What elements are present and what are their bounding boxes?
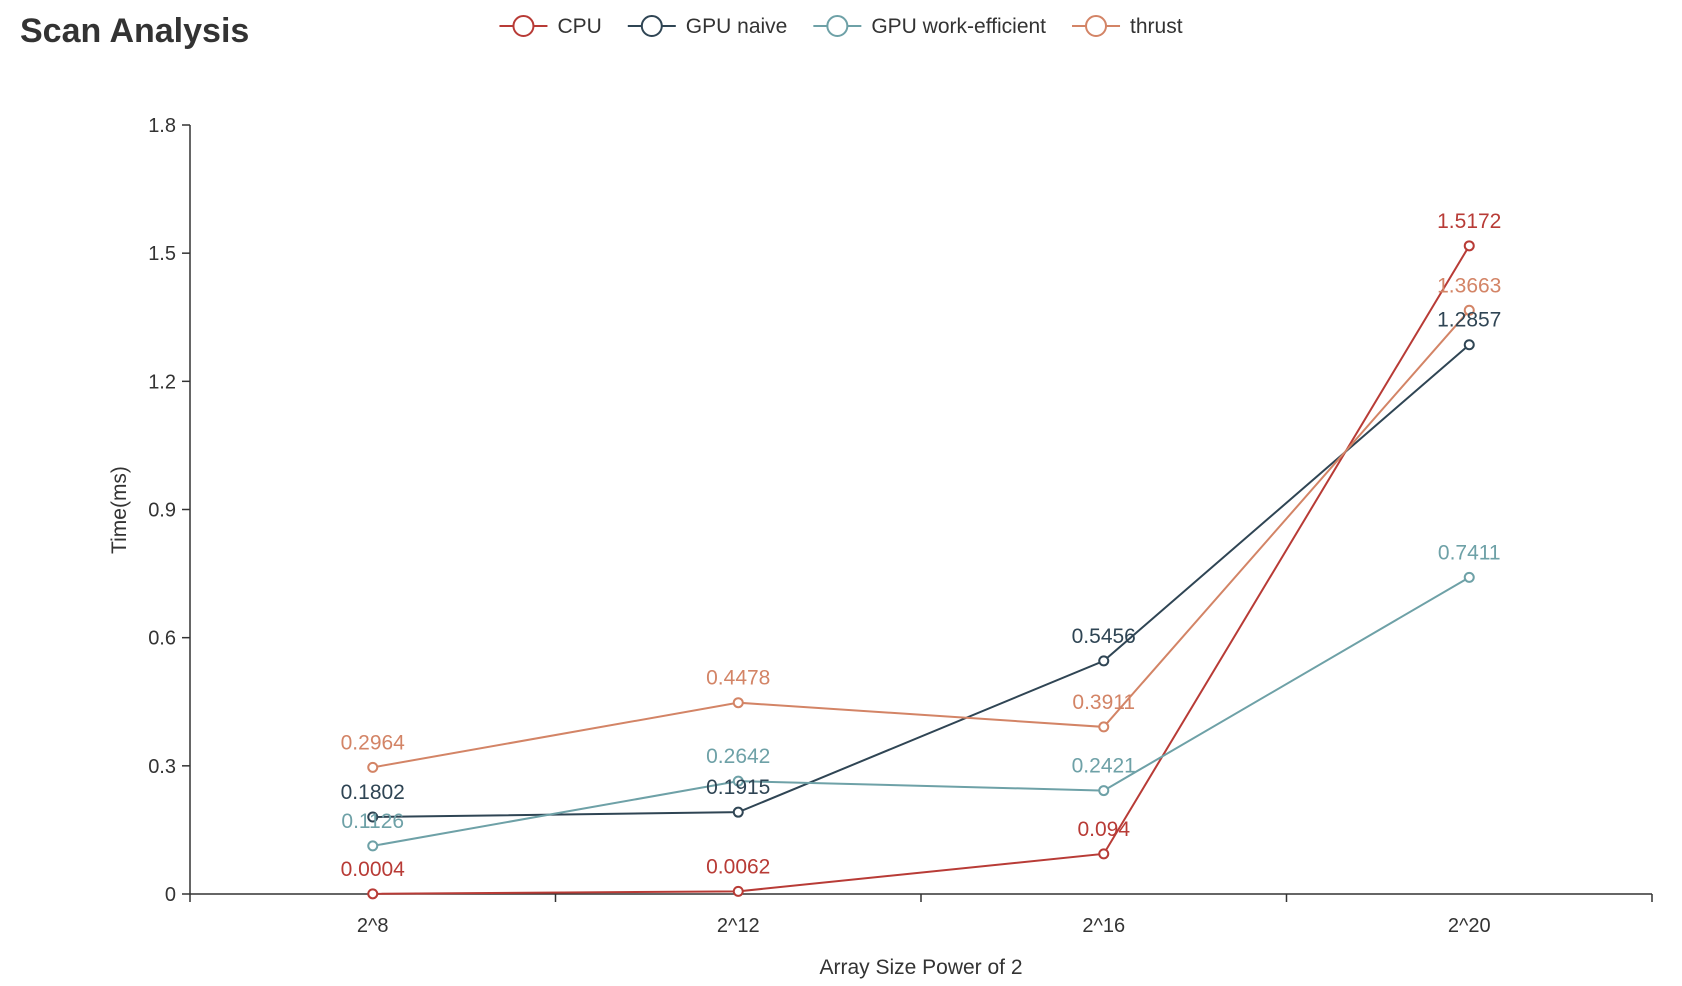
data-label-thrust: 1.3663 xyxy=(1437,274,1501,297)
y-tick-label: 0.3 xyxy=(148,756,176,778)
data-point-gpu-naive xyxy=(1463,339,1475,351)
y-tick-label: 0.9 xyxy=(148,500,176,522)
series-points xyxy=(367,240,1475,900)
data-label-gpu-naive: 0.5456 xyxy=(1072,625,1136,648)
data-label-gpu-naive: 0.1802 xyxy=(341,781,405,804)
series-line-gpu-naive xyxy=(372,343,1470,819)
legend-item-gpu-work-efficient[interactable]: GPU work-efficient xyxy=(813,15,1046,38)
data-label-cpu: 1.5172 xyxy=(1437,210,1501,233)
data-label-gpu-work-efficient: 0.2642 xyxy=(706,745,770,768)
legend-circle-icon xyxy=(512,15,535,37)
y-tick-label: 0.6 xyxy=(148,628,176,650)
legend-circle-icon xyxy=(640,15,663,37)
data-label-gpu-naive: 1.2857 xyxy=(1437,309,1501,332)
series-line-gpu-work-efficient xyxy=(372,576,1470,847)
data-point-cpu xyxy=(1463,240,1475,252)
data-point-thrust xyxy=(1463,304,1475,316)
legend-circle-icon xyxy=(1085,15,1108,37)
x-tick-label: 2^8 xyxy=(357,915,389,937)
data-label-cpu: 0.0004 xyxy=(341,858,406,881)
data-label-thrust: 0.3911 xyxy=(1072,691,1135,714)
legend: CPU GPU naive GPU work-efficient thrust xyxy=(499,15,1183,38)
x-ticks: 2^8 2^12 2^16 2^20 xyxy=(189,894,1653,937)
data-point-gpu-work-efficient xyxy=(732,775,744,787)
data-label-gpu-work-efficient: 0.2421 xyxy=(1072,755,1136,778)
series-line-cpu xyxy=(372,245,1471,895)
data-label-cpu: 0.094 xyxy=(1077,818,1130,841)
data-point-thrust xyxy=(1098,721,1110,733)
data-point-cpu xyxy=(1098,848,1110,860)
data-point-gpu-work-efficient xyxy=(1098,785,1110,797)
y-ticks: 0 0.3 0.6 0.9 1.2 1.5 1.8 xyxy=(148,115,190,906)
data-point-gpu-work-efficient xyxy=(1463,571,1475,583)
y-tick-label: 0 xyxy=(165,884,176,906)
legend-item-cpu[interactable]: CPU xyxy=(499,15,602,38)
legend-item-gpu-naive[interactable]: GPU naive xyxy=(627,15,788,38)
data-label-thrust: 0.2964 xyxy=(341,731,406,754)
data-point-thrust xyxy=(367,761,379,773)
data-point-gpu-naive xyxy=(367,811,379,823)
data-label-gpu-work-efficient: 0.1126 xyxy=(341,810,404,833)
y-axis-title: Time(ms) xyxy=(108,466,131,554)
legend-circle-icon xyxy=(826,15,849,37)
x-axis-title: Array Size Power of 2 xyxy=(819,956,1022,979)
data-label-gpu-naive: 0.1915 xyxy=(706,776,770,799)
data-point-gpu-naive xyxy=(732,806,744,818)
legend-label: thrust xyxy=(1130,15,1183,38)
data-point-cpu xyxy=(367,888,379,900)
series-lines xyxy=(372,245,1471,895)
data-point-cpu xyxy=(732,885,744,897)
legend-label: CPU xyxy=(557,15,601,38)
data-labels: 0.0004 0.0062 0.094 1.5172 0.1802 0.1915 0.545… xyxy=(341,210,1502,881)
x-tick-label: 2^12 xyxy=(717,915,760,937)
data-point-thrust xyxy=(732,697,744,709)
data-point-gpu-work-efficient xyxy=(367,840,379,852)
data-label-thrust: 0.4478 xyxy=(706,667,770,690)
data-point-gpu-naive xyxy=(1098,655,1110,667)
data-label-gpu-work-efficient: 0.7411 xyxy=(1438,541,1501,564)
y-tick-label: 1.5 xyxy=(148,243,176,265)
legend-item-thrust[interactable]: thrust xyxy=(1072,15,1183,38)
x-tick-label: 2^16 xyxy=(1082,915,1125,937)
legend-label: GPU naive xyxy=(686,15,788,38)
data-label-cpu: 0.0062 xyxy=(706,855,770,878)
y-tick-label: 1.8 xyxy=(148,115,176,137)
legend-label: GPU work-efficient xyxy=(871,15,1046,38)
chart-title: Scan Analysis xyxy=(20,12,249,50)
y-tick-label: 1.2 xyxy=(148,371,176,393)
series-line-thrust xyxy=(372,309,1471,769)
x-tick-label: 2^20 xyxy=(1448,915,1491,937)
